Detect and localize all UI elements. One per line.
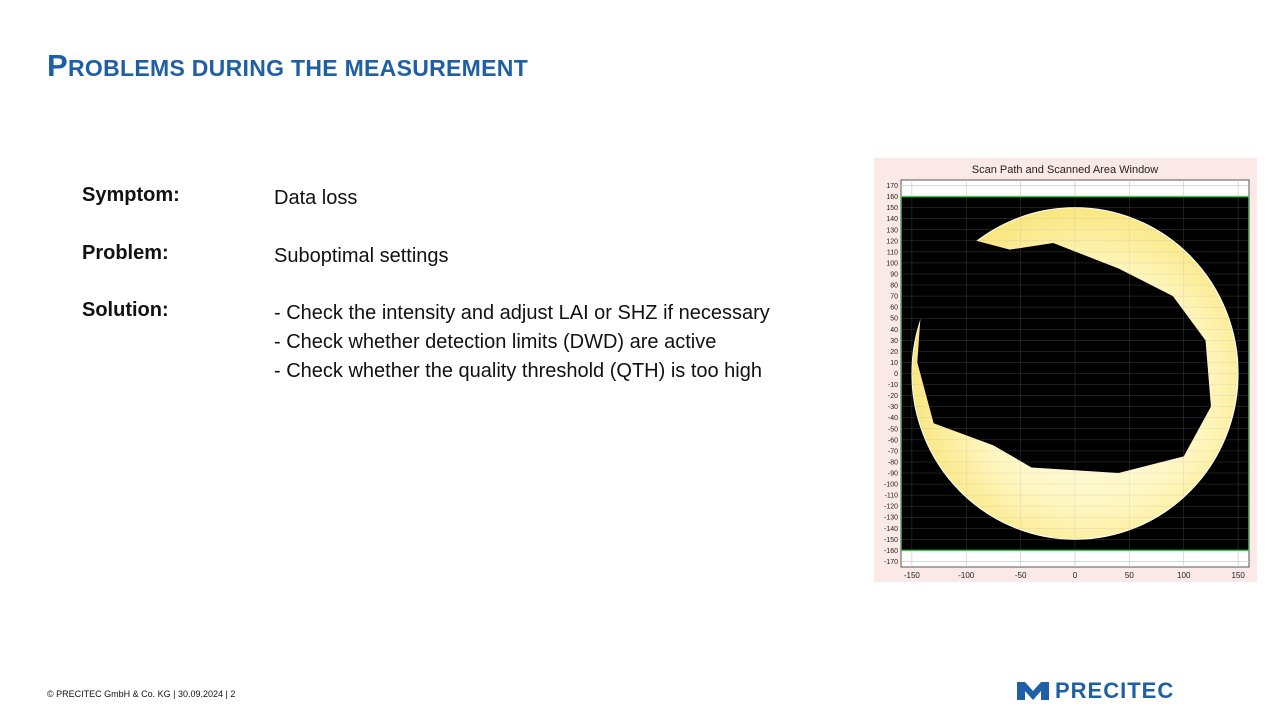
y-tick-label: 90 (890, 271, 898, 278)
y-tick-label: 100 (886, 260, 898, 267)
x-tick-label: 100 (1177, 571, 1191, 580)
y-tick-label: -120 (884, 504, 898, 511)
y-tick-label: -80 (888, 459, 898, 466)
y-tick-label: -50 (888, 426, 898, 433)
y-tick-label: -150 (884, 537, 898, 544)
y-tick-label: -30 (888, 404, 898, 411)
y-tick-label: -100 (884, 482, 898, 489)
x-tick-label: -150 (904, 571, 921, 580)
y-tick-label: 30 (890, 338, 898, 345)
solution-label: Solution: (82, 299, 169, 321)
y-tick-label: 150 (886, 205, 898, 212)
symptom-label: Symptom: (82, 184, 180, 206)
page-title: Problems during the measurement (47, 48, 529, 83)
y-tick-label: 10 (890, 360, 898, 367)
y-tick-label: 40 (890, 327, 898, 334)
problem-label: Problem: (82, 242, 169, 264)
symptom-value: Data loss (274, 187, 358, 209)
plot-content (901, 180, 1249, 567)
y-tick-label: 0 (894, 371, 898, 378)
precitec-logo-icon (1017, 682, 1049, 700)
x-tick-label: -50 (1015, 571, 1027, 580)
x-axis-ticks: -150 -100 -50 0 50 100 150 (904, 571, 1245, 580)
y-tick-label: -170 (884, 559, 898, 566)
y-tick-label: -110 (885, 493, 899, 500)
solution-line: - Check the intensity and adjust LAI or … (274, 302, 770, 324)
solution-line: - Check whether the quality threshold (Q… (274, 360, 762, 382)
x-tick-label: 0 (1073, 571, 1078, 580)
data-loss-region (917, 235, 1211, 474)
y-tick-label: 120 (886, 238, 898, 245)
y-tick-label: -60 (888, 437, 898, 444)
y-tick-label: 60 (890, 305, 898, 312)
grid-overlay (901, 180, 1249, 567)
y-tick-label: 110 (887, 249, 898, 256)
y-tick-label: -10 (888, 382, 898, 389)
y-tick-label: 160 (886, 194, 898, 201)
x-tick-label: -100 (958, 571, 975, 580)
x-tick-label: 150 (1231, 571, 1245, 580)
solution-line: - Check whether detection limits (DWD) a… (274, 331, 717, 353)
y-tick-label: -130 (884, 515, 898, 522)
logo-wordmark: PRECITEC (1055, 678, 1175, 703)
scan-plot: Scan Path and Scanned Area Window 170 160… (874, 158, 1257, 582)
y-tick-label: -90 (888, 471, 898, 478)
problem-value: Suboptimal settings (274, 245, 449, 267)
solution-list: - Check the intensity and adjust LAI or … (274, 299, 770, 386)
y-tick-label: -140 (884, 526, 898, 533)
y-tick-label: -160 (884, 548, 898, 555)
scan-plot-svg: Scan Path and Scanned Area Window 170 160… (884, 164, 1250, 580)
x-tick-label: 50 (1125, 571, 1134, 580)
y-tick-label: 140 (886, 216, 898, 223)
y-tick-label: 20 (890, 349, 898, 356)
precitec-logo: PRECITEC (1017, 678, 1175, 703)
y-tick-label: 130 (886, 227, 898, 234)
y-axis-ticks: 1701601501401301201101009080706050403020… (884, 183, 898, 566)
y-tick-label: 170 (886, 183, 898, 190)
y-tick-label: 70 (890, 294, 898, 301)
y-tick-label: -20 (888, 393, 898, 400)
y-tick-label: 80 (890, 283, 898, 290)
scan-window-boundary (901, 195, 1249, 552)
footer-copyright: © PRECITEC GmbH & Co. KG | 30.09.2024 | … (47, 689, 236, 699)
y-tick-label: -40 (888, 415, 898, 422)
plot-title: Scan Path and Scanned Area Window (972, 164, 1159, 176)
y-tick-label: 50 (890, 316, 898, 323)
y-tick-label: -70 (888, 448, 898, 455)
